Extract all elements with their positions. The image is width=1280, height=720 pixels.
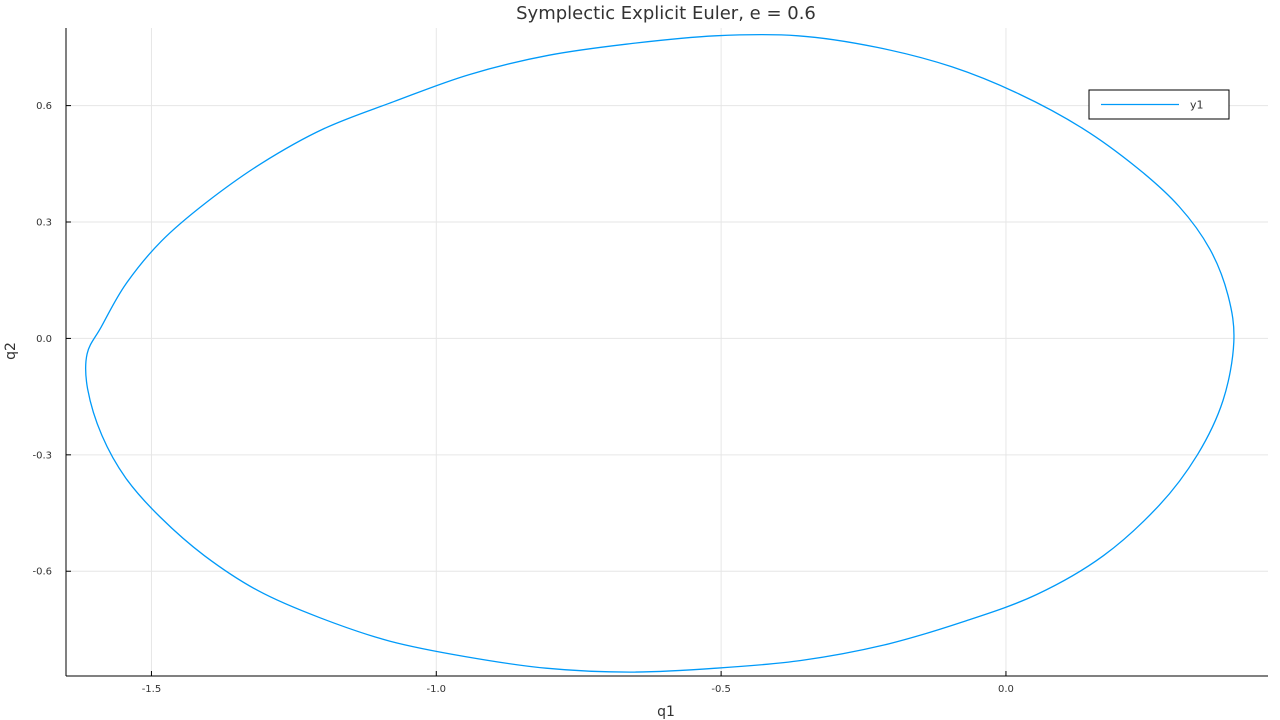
axes (65, 28, 1268, 677)
series-line-y1 (84, 33, 1235, 673)
x-tick-label: -1.0 (427, 684, 447, 695)
y-tick-label: -0.3 (32, 450, 52, 461)
chart-title: Symplectic Explicit Euler, e = 0.6 (516, 3, 816, 24)
x-tick-label: 0.0 (998, 684, 1014, 695)
legend: y1 (1088, 89, 1230, 120)
grid (66, 28, 1268, 676)
legend-label-y1: y1 (1190, 99, 1204, 112)
y-axis-label: q2 (3, 342, 19, 360)
series-layer (84, 33, 1235, 673)
x-tick-label: -0.5 (711, 684, 731, 695)
y-tick-label: 0.3 (36, 218, 52, 229)
x-tick-label: -1.5 (142, 684, 162, 695)
x-axis-label: q1 (657, 704, 675, 720)
y-tick-label: -0.6 (32, 567, 52, 578)
y-tick-label: 0.6 (36, 101, 52, 112)
ticks: -1.5 -1.0 -0.5 0.0 -0.6 -0.3 0.0 0.3 0.6 (32, 101, 1013, 695)
y-tick-label: 0.0 (36, 334, 52, 345)
